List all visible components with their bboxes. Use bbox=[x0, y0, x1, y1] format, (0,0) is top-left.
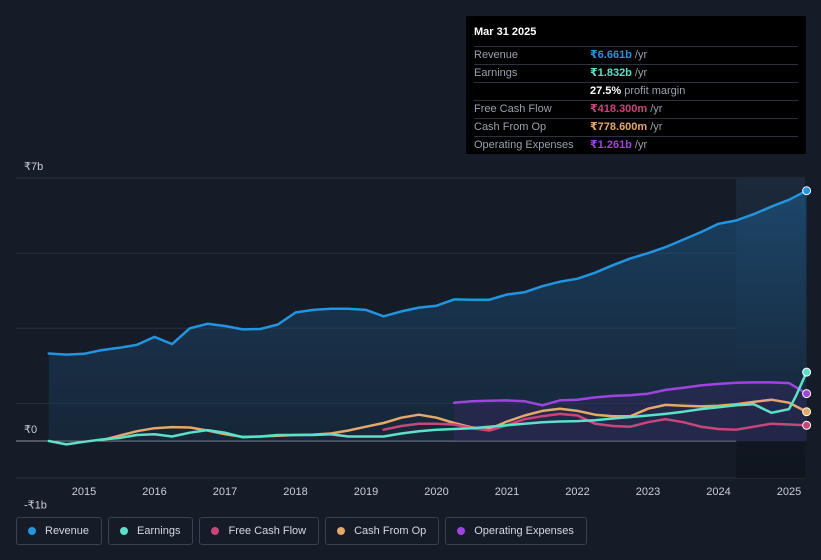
tooltip-row: Free Cash Flow ₹418.300m/yr bbox=[474, 101, 798, 119]
tooltip-date: Mar 31 2025 bbox=[474, 24, 798, 47]
tooltip-row: 27.5% profit margin bbox=[474, 83, 798, 101]
tooltip-value: ₹1.832b bbox=[590, 67, 632, 79]
x-tick-label: 2023 bbox=[636, 486, 660, 498]
tooltip-label: Cash From Op bbox=[474, 121, 547, 133]
legend-item-free-cash-flow[interactable]: Free Cash Flow bbox=[199, 517, 320, 545]
cash-from-op-end-point bbox=[802, 407, 812, 417]
legend-dot-icon bbox=[211, 527, 220, 535]
y-axis-label: -₹1b bbox=[24, 500, 47, 510]
tooltip-label: Operating Expenses bbox=[474, 139, 574, 151]
x-tick-label: 2020 bbox=[424, 486, 448, 498]
legend-label: Revenue bbox=[45, 525, 90, 537]
revenue-end-point bbox=[802, 186, 812, 196]
legend-dot-icon bbox=[457, 527, 466, 535]
revenue-area bbox=[48, 190, 807, 441]
tooltip-panel: Mar 31 2025 Revenue ₹6.661b/yr Earnings ₹1.… bbox=[466, 16, 806, 154]
tooltip-row: Earnings ₹1.832b/yr bbox=[474, 65, 798, 83]
x-tick-label: 2019 bbox=[354, 486, 378, 498]
tooltip-unit: profit margin bbox=[624, 85, 686, 97]
free-cash-flow-line bbox=[382, 412, 808, 432]
x-tick-label: 2018 bbox=[283, 486, 307, 498]
x-tick-label: 2024 bbox=[706, 486, 730, 498]
x-tick-label: 2025 bbox=[777, 486, 801, 498]
tooltip-unit: /yr bbox=[650, 103, 663, 115]
tooltip-value: ₹1.261b bbox=[590, 139, 632, 151]
tooltip-value: 27.5% bbox=[590, 85, 622, 97]
y-axis-label: ₹7b bbox=[24, 161, 43, 173]
tooltip-row: Revenue ₹6.661b/yr bbox=[474, 47, 798, 65]
legend-item-operating-expenses[interactable]: Operating Expenses bbox=[445, 517, 587, 545]
revenue-line bbox=[47, 189, 808, 356]
x-tick-label: 2021 bbox=[495, 486, 519, 498]
legend-label: Earnings bbox=[137, 525, 181, 537]
operating-expenses-end-point bbox=[802, 389, 812, 399]
x-tick-label: 2022 bbox=[565, 486, 589, 498]
earnings-end-point bbox=[802, 367, 812, 377]
y-axis-label: ₹0 bbox=[24, 424, 37, 436]
x-tick-label: 2016 bbox=[142, 486, 166, 498]
legend-item-earnings[interactable]: Earnings bbox=[108, 517, 194, 545]
tooltip-label: Earnings bbox=[474, 67, 518, 79]
tooltip-label: Free Cash Flow bbox=[474, 103, 552, 115]
tooltip-unit: /yr bbox=[634, 139, 648, 151]
tooltip-value: ₹418.300m bbox=[590, 103, 648, 115]
tooltip-label bbox=[474, 83, 590, 100]
operating-expenses-line bbox=[452, 381, 808, 407]
tooltip-row: Operating Expenses ₹1.261b/yr bbox=[474, 137, 798, 154]
legend-dot-icon bbox=[337, 527, 346, 535]
tooltip-row: Cash From Op ₹778.600m/yr bbox=[474, 119, 798, 137]
legend-item-cash-from-op[interactable]: Cash From Op bbox=[325, 517, 440, 545]
legend-label: Cash From Op bbox=[354, 525, 427, 537]
tooltip-unit: /yr bbox=[650, 121, 663, 133]
x-tick-label: 2015 bbox=[72, 486, 96, 498]
tooltip-unit: /yr bbox=[634, 67, 648, 79]
legend: Revenue Earnings Free Cash Flow Cash From O… bbox=[16, 517, 587, 545]
free-cash-flow-end-point bbox=[802, 420, 812, 430]
x-tick-label: 2017 bbox=[213, 486, 237, 498]
earnings-line bbox=[47, 370, 808, 446]
tooltip-unit: /yr bbox=[634, 49, 648, 61]
tooltip-value: ₹6.661b bbox=[590, 49, 632, 61]
legend-dot-icon bbox=[28, 527, 36, 535]
legend-item-revenue[interactable]: Revenue bbox=[16, 517, 103, 545]
tooltip-label: Revenue bbox=[474, 49, 519, 61]
legend-dot-icon bbox=[120, 527, 129, 535]
tooltip-value: ₹778.600m bbox=[590, 121, 648, 133]
legend-label: Free Cash Flow bbox=[228, 525, 307, 537]
operating-expenses-area bbox=[454, 382, 807, 441]
legend-label: Operating Expenses bbox=[474, 525, 574, 537]
chart-plot: ₹7b ₹0 -₹1b 2015 2016 2017 2018 2019 2020 2021 20… bbox=[16, 161, 812, 510]
